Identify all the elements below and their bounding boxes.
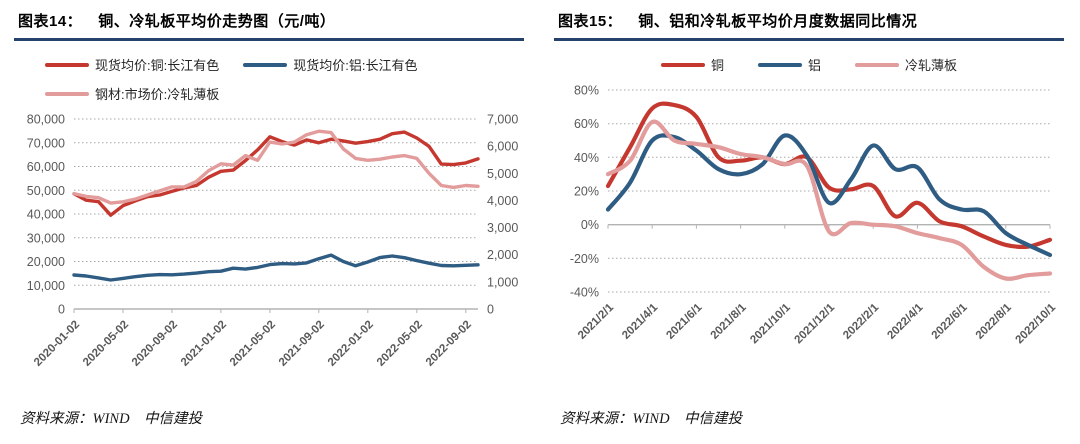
y-axis-tick-label: 0 bbox=[487, 303, 494, 317]
x-axis-tick-label: 2022/2/1 bbox=[841, 301, 882, 342]
y-axis-tick-label: 7,000 bbox=[487, 113, 518, 127]
y-axis-tick-label: 50,000 bbox=[27, 184, 65, 198]
y-axis-tick-label: 10,000 bbox=[27, 279, 65, 293]
x-axis-tick-label: 2021/10/1 bbox=[748, 301, 793, 346]
x-axis-tick-label: 2021/6/1 bbox=[664, 301, 705, 342]
legend-item: 铜 bbox=[660, 55, 724, 74]
legend-label: 现货均价:铝:长江有色 bbox=[293, 58, 418, 73]
legend-line-swatch bbox=[757, 62, 802, 67]
y-axis-tick-label: 60% bbox=[574, 117, 599, 131]
figure-15-source-note: 资料来源：WIND 中信建投 bbox=[560, 411, 743, 427]
y-axis-tick-label: 4,000 bbox=[487, 194, 518, 208]
legend-item: 冷轧薄板 bbox=[855, 55, 957, 74]
legend-line-swatch bbox=[243, 62, 288, 67]
y-axis-tick-label: 5,000 bbox=[487, 167, 518, 181]
x-axis-tick-label: 2021/12/1 bbox=[792, 301, 837, 346]
figure-15-number: 图表15： bbox=[558, 13, 623, 30]
legend-item: 现货均价:铝:长江有色 bbox=[243, 55, 417, 74]
legend-label: 铝 bbox=[807, 58, 821, 73]
legend-item: 铝 bbox=[757, 55, 821, 74]
series-line-冷轧薄板 bbox=[605, 119, 1053, 281]
x-axis-tick-label: 2021/8/1 bbox=[709, 301, 750, 342]
panel-figure-14: 图表14： 铜、冷轧板平均价走势图（元/吨） 现货均价:铜:长江有色 现货均价:铝:… bbox=[14, 8, 524, 427]
y-axis-tick-label: 30,000 bbox=[27, 231, 65, 245]
x-axis-tick-label: 2021-09-02 bbox=[277, 319, 327, 369]
price-trend-line-chart: 80,000 70,000 60,000 50,000 40,000 30,000 20,0… bbox=[27, 113, 519, 369]
legend-line-swatch bbox=[45, 62, 89, 67]
y-axis-tick-label: 3,000 bbox=[487, 221, 518, 235]
x-axis-tick-label: 2021/2/1 bbox=[576, 301, 617, 342]
figure-15-legend: 铜 铝 冷轧薄板 bbox=[554, 55, 1064, 74]
legend-item: 钢材:市场价:冷轧薄板 bbox=[45, 84, 219, 103]
figure-15-title: 图表15： 铜、铝和冷轧板平均价月度数据同比情况 bbox=[554, 8, 1064, 41]
legend-line-swatch bbox=[660, 62, 705, 67]
y-axis-tick-label: 80,000 bbox=[27, 113, 65, 127]
x-axis-tick-label: 2022/4/1 bbox=[885, 301, 926, 342]
figure-14-title: 图表14： 铜、冷轧板平均价走势图（元/吨） bbox=[14, 8, 524, 41]
x-axis-tick-label: 2022/8/1 bbox=[974, 301, 1015, 342]
y-axis-tick-label: 2,000 bbox=[487, 248, 518, 262]
y-axis-tick-label: -20% bbox=[570, 252, 599, 266]
y-axis-tick-label: 80% bbox=[574, 84, 599, 98]
x-axis-tick-label: 2022-05-02 bbox=[375, 319, 425, 369]
series-line-钢材:市场价:冷轧薄板 bbox=[72, 129, 480, 205]
legend-label: 冷轧薄板 bbox=[905, 58, 958, 73]
series-line-铝 bbox=[605, 133, 1053, 258]
y-axis-tick-label: 20% bbox=[574, 185, 599, 199]
y-axis-tick-label: 0 bbox=[58, 303, 65, 317]
figure-14-legend: 现货均价:铜:长江有色 现货均价:铝:长江有色钢材:市场价:冷轧薄板 bbox=[45, 55, 493, 103]
legend-label: 铜 bbox=[710, 58, 724, 73]
yoy-change-line-chart: 80%60%40%20%0%-20%-40%2021/2/1 2021/4/1 20… bbox=[570, 84, 1059, 347]
x-axis-tick-label: 2020-05-02 bbox=[81, 319, 131, 369]
series-line-铜 bbox=[605, 101, 1053, 250]
x-axis-tick-label: 2021-01-02 bbox=[179, 319, 229, 369]
y-axis-tick-label: 20,000 bbox=[27, 255, 65, 269]
figure-14-caption: 铜、冷轧板平均价走势图（元/吨） bbox=[98, 13, 336, 30]
figure-15-caption: 铜、铝和冷轧板平均价月度数据同比情况 bbox=[638, 13, 918, 30]
x-axis-tick-label: 2022/6/1 bbox=[930, 301, 971, 342]
legend-line-swatch bbox=[45, 91, 89, 96]
x-axis-tick-label: 2021/4/1 bbox=[620, 301, 661, 342]
y-axis-tick-label: 6,000 bbox=[487, 140, 518, 154]
y-axis-tick-label: 40,000 bbox=[27, 208, 65, 222]
series-line-现货均价:铝:长江有色 bbox=[72, 253, 480, 282]
y-axis-tick-label: 0% bbox=[581, 218, 599, 232]
legend-item: 现货均价:铜:长江有色 bbox=[45, 55, 219, 74]
x-axis-tick-label: 2020-09-02 bbox=[130, 319, 180, 369]
figure-14-number: 图表14： bbox=[18, 13, 83, 30]
legend-label: 现货均价:铜:长江有色 bbox=[95, 58, 220, 73]
x-axis-tick-label: 2022-09-02 bbox=[424, 319, 474, 369]
y-axis-tick-label: 40% bbox=[574, 151, 599, 165]
y-axis-tick-label: -40% bbox=[570, 286, 599, 300]
x-axis-tick-label: 2022/10/1 bbox=[1013, 301, 1058, 346]
panel-figure-15: 图表15： 铜、铝和冷轧板平均价月度数据同比情况 铜 铝 冷轧薄板 80% 60% 40%… bbox=[540, 0, 1080, 444]
y-axis-tick-label: 70,000 bbox=[27, 136, 65, 150]
x-axis-tick-label: 2021-05-02 bbox=[228, 319, 278, 369]
legend-label: 钢材:市场价:冷轧薄板 bbox=[95, 87, 220, 102]
legend-line-swatch bbox=[855, 62, 899, 67]
y-axis-tick-label: 60,000 bbox=[27, 160, 65, 174]
figure-14-source-note: 资料来源：WIND 中信建投 bbox=[20, 411, 203, 427]
x-axis-tick-label: 2022-01-02 bbox=[326, 319, 376, 369]
y-axis-tick-label: 1,000 bbox=[487, 275, 518, 289]
x-axis-tick-label: 2020-01-02 bbox=[32, 319, 82, 369]
